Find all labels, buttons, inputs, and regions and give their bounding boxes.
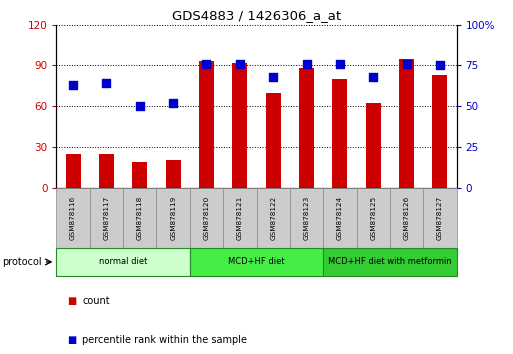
- Bar: [323, 188, 357, 248]
- Point: [202, 61, 210, 67]
- Point: [336, 61, 344, 67]
- Text: GSM878121: GSM878121: [237, 195, 243, 240]
- Point: [69, 82, 77, 88]
- Text: GSM878127: GSM878127: [437, 195, 443, 240]
- Text: count: count: [82, 296, 110, 306]
- Point: [135, 103, 144, 109]
- Point: [436, 63, 444, 68]
- Point: [102, 81, 110, 86]
- Text: GDS4883 / 1426306_a_at: GDS4883 / 1426306_a_at: [172, 9, 341, 22]
- Bar: [190, 248, 323, 276]
- Bar: [357, 188, 390, 248]
- Point: [369, 74, 377, 80]
- Bar: [432, 75, 447, 188]
- Bar: [132, 162, 147, 188]
- Point: [402, 61, 410, 67]
- Bar: [232, 63, 247, 188]
- Text: MCD+HF diet: MCD+HF diet: [228, 257, 285, 267]
- Bar: [423, 188, 457, 248]
- Point: [235, 61, 244, 67]
- Bar: [190, 188, 223, 248]
- Text: GSM878125: GSM878125: [370, 195, 376, 240]
- Text: GSM878116: GSM878116: [70, 195, 76, 240]
- Text: ■: ■: [67, 296, 76, 306]
- Point: [169, 100, 177, 106]
- Bar: [290, 188, 323, 248]
- Bar: [66, 154, 81, 188]
- Text: normal diet: normal diet: [99, 257, 147, 267]
- Text: protocol: protocol: [3, 257, 42, 267]
- Bar: [332, 79, 347, 188]
- Bar: [90, 188, 123, 248]
- Text: percentile rank within the sample: percentile rank within the sample: [82, 335, 247, 345]
- Text: GSM878117: GSM878117: [104, 195, 109, 240]
- Bar: [56, 188, 90, 248]
- Bar: [199, 62, 214, 188]
- Point: [302, 61, 310, 67]
- Bar: [99, 154, 114, 188]
- Bar: [56, 248, 190, 276]
- Text: GSM878118: GSM878118: [137, 195, 143, 240]
- Text: GSM878119: GSM878119: [170, 195, 176, 240]
- Bar: [323, 248, 457, 276]
- Bar: [166, 160, 181, 188]
- Text: GSM878123: GSM878123: [304, 195, 309, 240]
- Text: GSM878120: GSM878120: [204, 195, 209, 240]
- Bar: [390, 188, 423, 248]
- Point: [269, 74, 277, 80]
- Bar: [123, 188, 156, 248]
- Bar: [299, 68, 314, 188]
- Text: GSM878122: GSM878122: [270, 195, 276, 240]
- Bar: [399, 59, 414, 188]
- Bar: [223, 188, 256, 248]
- Bar: [266, 93, 281, 188]
- Text: GSM878126: GSM878126: [404, 195, 409, 240]
- Bar: [256, 188, 290, 248]
- Text: GSM878124: GSM878124: [337, 195, 343, 240]
- Text: MCD+HF diet with metformin: MCD+HF diet with metformin: [328, 257, 452, 267]
- Text: ■: ■: [67, 335, 76, 345]
- Bar: [156, 188, 190, 248]
- Bar: [366, 103, 381, 188]
